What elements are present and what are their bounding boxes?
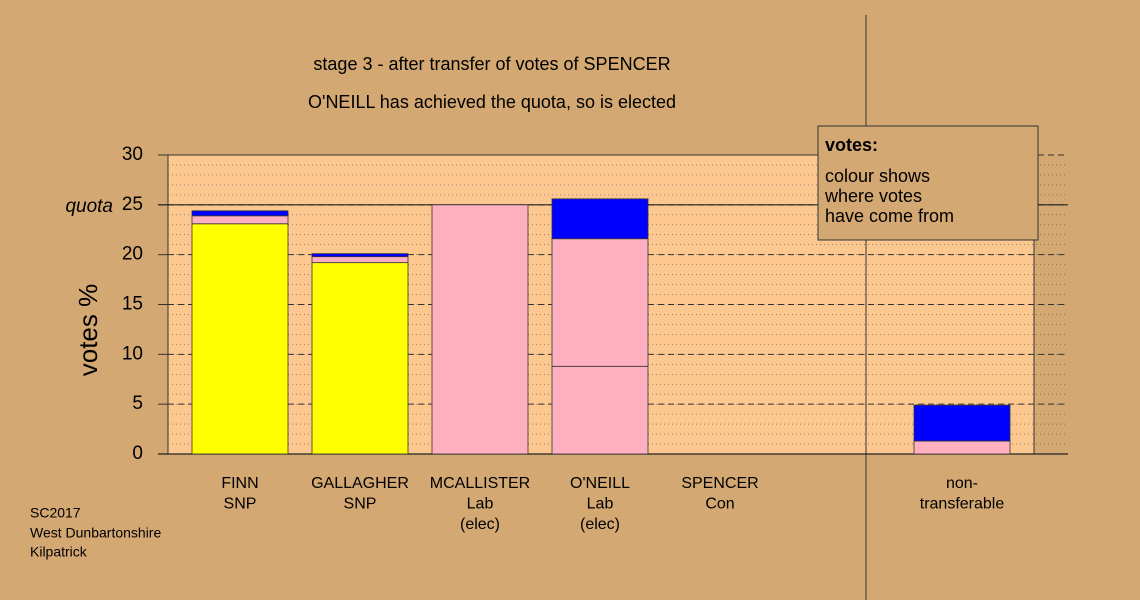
chart-subtitle: O'NEILL has achieved the quota, so is el… <box>308 92 676 112</box>
bar-segment <box>191 215 289 225</box>
bar-segment <box>311 262 409 455</box>
legend-text: colour shows <box>825 166 930 186</box>
x-tick-label: FINN <box>221 475 258 492</box>
legend-text: have come from <box>825 206 954 226</box>
y-tick-label: 25 <box>122 194 143 215</box>
legend-title: votes: <box>825 135 878 155</box>
legend-box <box>817 125 1039 241</box>
y-axis-label: votes % <box>73 284 103 377</box>
x-tick-label: SNP <box>344 496 377 513</box>
x-tick-label: Lab <box>587 496 614 513</box>
y-tick-label: 10 <box>122 343 143 364</box>
y-tick-label: 5 <box>132 393 143 414</box>
bar-segment <box>311 256 409 264</box>
x-tick-label: SPENCER <box>681 475 758 492</box>
x-tick-label: Lab <box>467 496 494 513</box>
y-tick-label: 15 <box>122 294 143 315</box>
quota-label: quota <box>65 196 113 217</box>
x-tick-label: MCALLISTER <box>430 475 530 492</box>
y-tick-label: 30 <box>122 144 143 165</box>
x-tick-label: Con <box>705 496 734 513</box>
bar-segment <box>551 198 649 240</box>
bar-segment <box>311 253 409 258</box>
x-tick-label: GALLAGHER <box>311 475 409 492</box>
bar-segment <box>191 223 289 455</box>
x-tick-label: SNP <box>224 496 257 513</box>
y-tick-label: 0 <box>132 443 143 464</box>
bar-segment <box>913 440 1011 455</box>
bar-segment <box>551 238 649 367</box>
x-tick-label: (elec) <box>460 516 500 533</box>
legend: votes: colour shows where votes have com… <box>817 125 1039 241</box>
plot: 0 5 10 15 20 25 30 FINN SNP GALLAGHER SNP MCALLISTE… <box>122 144 1068 533</box>
y-tick-label: 20 <box>122 244 143 265</box>
footnote: West Dunbartonshire <box>30 525 161 541</box>
chart-title: stage 3 - after transfer of votes of SPE… <box>313 54 670 74</box>
legend-text: where votes <box>824 186 922 206</box>
x-tick-label: O'NEILL <box>570 475 630 492</box>
x-tick-label: transferable <box>920 496 1005 513</box>
bar-segment <box>431 204 529 455</box>
bar-segment <box>913 404 1011 442</box>
x-tick-label: (elec) <box>580 516 620 533</box>
bar-segment <box>191 210 289 217</box>
footnote: Kilpatrick <box>30 544 88 560</box>
x-tick-label: non- <box>946 475 978 492</box>
bar-segment <box>551 365 649 455</box>
footnote: SC2017 <box>30 505 81 521</box>
